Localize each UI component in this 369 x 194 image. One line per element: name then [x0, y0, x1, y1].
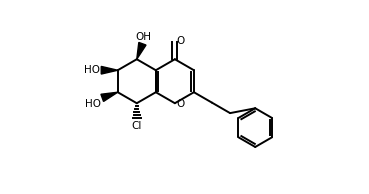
Polygon shape [101, 92, 118, 101]
Text: O: O [176, 99, 184, 109]
Text: HO: HO [84, 65, 100, 75]
Text: O: O [176, 36, 184, 46]
Polygon shape [101, 66, 118, 74]
Text: HO: HO [85, 99, 101, 109]
Text: OH: OH [135, 32, 151, 42]
Text: Cl: Cl [132, 121, 142, 131]
Polygon shape [137, 42, 146, 59]
